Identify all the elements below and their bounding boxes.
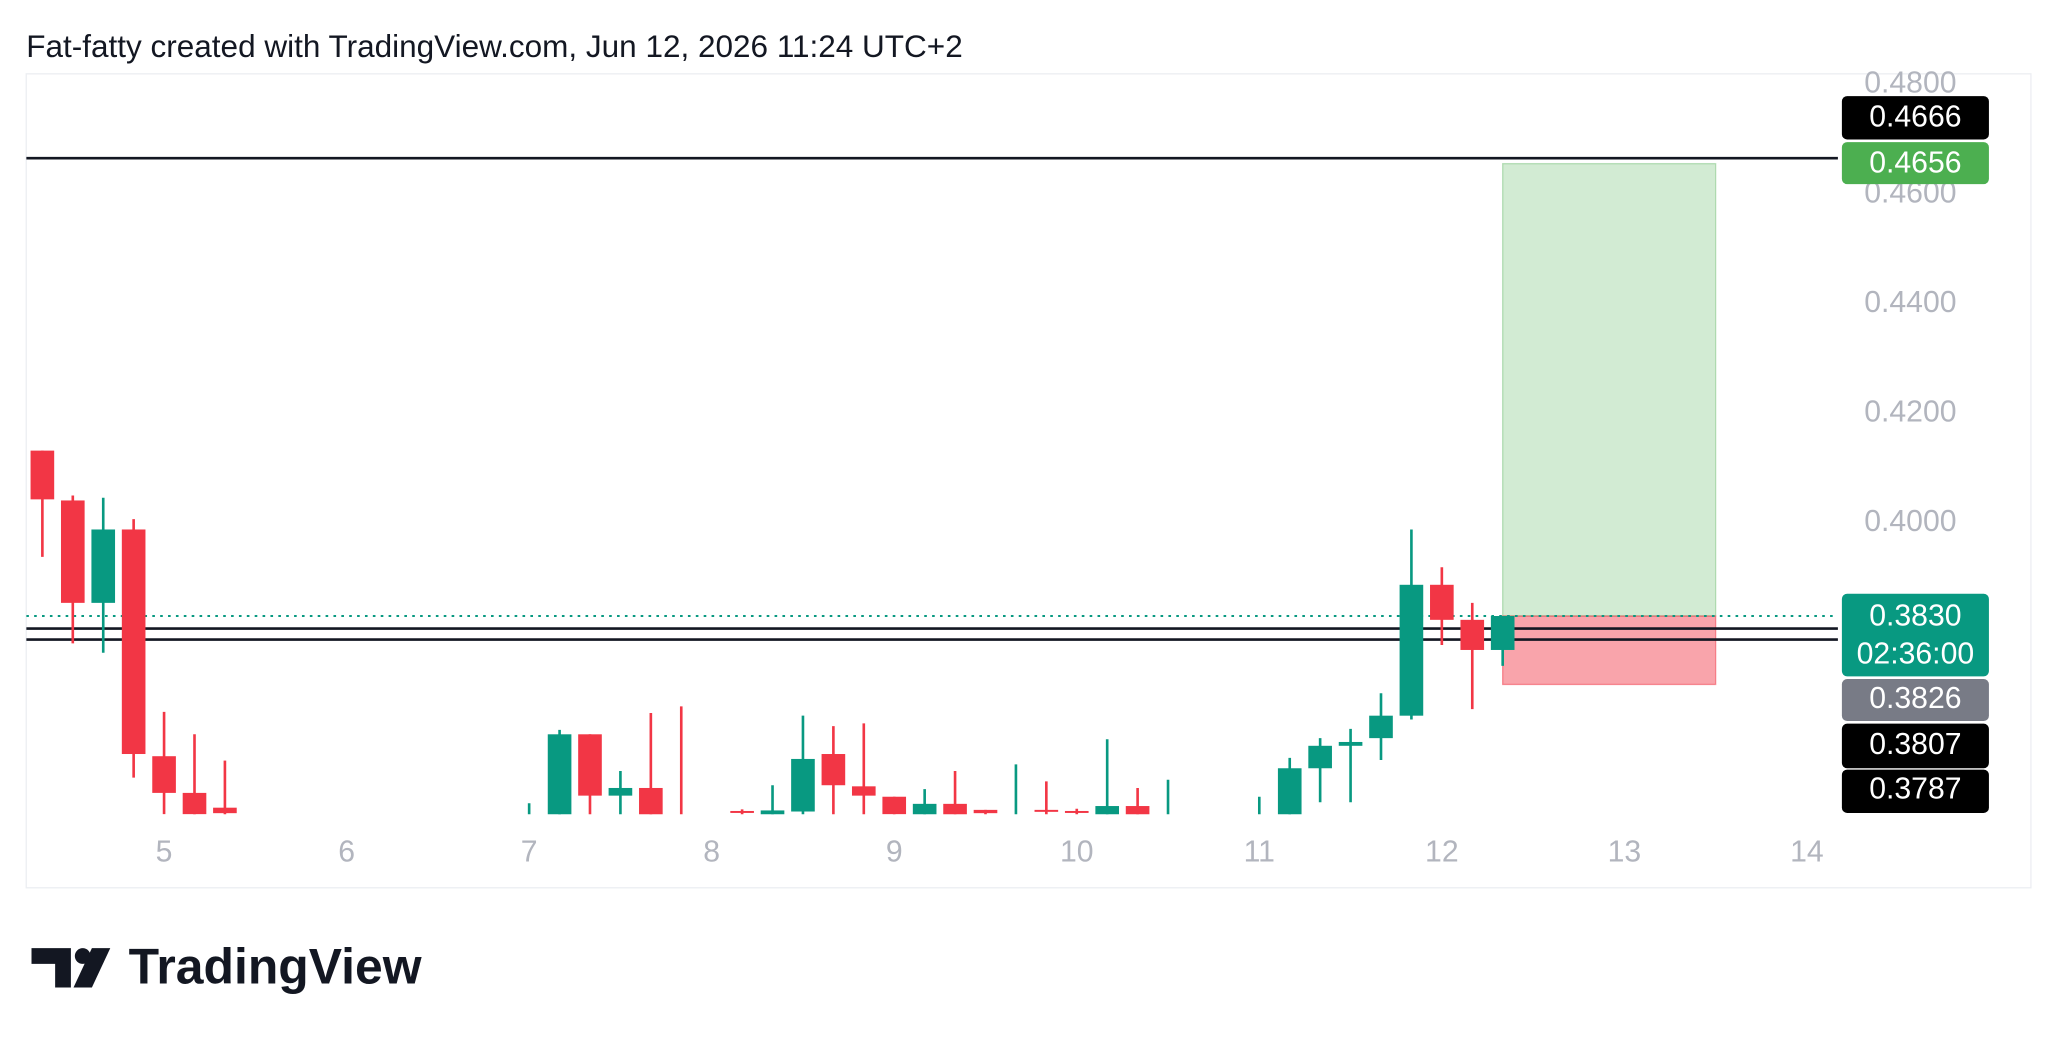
marker-price-box (1841, 679, 1989, 722)
candle-body (578, 734, 602, 796)
candle-body (1460, 619, 1485, 650)
x-tick-label: 10 (1060, 836, 1094, 869)
candle-body (1490, 616, 1515, 650)
candle-body (182, 792, 207, 815)
candle-body (851, 786, 876, 796)
candle-body (1430, 584, 1454, 620)
candle-body (1338, 741, 1363, 746)
chart-title: Fat-fatty created with TradingView.com, … (26, 28, 962, 64)
last-price-label: 0.3830 (1869, 599, 1961, 632)
target-label: 0.4656 (1869, 146, 1961, 179)
candle-body (30, 450, 55, 500)
plot-area (26, 156, 1838, 826)
candle-body (547, 734, 572, 815)
y-tick-label: 0.4000 (1864, 505, 1956, 538)
candle-body (730, 810, 754, 813)
y-tick-label: 0.4800 (1864, 67, 1956, 100)
position-stop-zone (1502, 615, 1717, 686)
hline-label: 0.3807 (1869, 728, 1961, 761)
candle-body (517, 816, 541, 819)
marker-price-label: 0.3826 (1869, 682, 1961, 715)
brand-logo (31, 948, 111, 988)
x-tick-label: 12 (1425, 836, 1459, 869)
countdown-label: 02:36:00 (1857, 637, 1975, 670)
x-tick-label: 11 (1244, 836, 1275, 869)
candle-body (791, 758, 815, 812)
target-label-box (1841, 142, 1989, 185)
position-target-zone (1502, 162, 1717, 617)
hline-label: 0.3787 (1869, 773, 1961, 806)
x-tick-label: 13 (1608, 836, 1642, 869)
hline-label: 0.4666 (1869, 100, 1961, 133)
hline-label-box (1841, 723, 1989, 769)
hline-label-box (1841, 769, 1989, 813)
candle-body (152, 756, 176, 793)
candle-body (669, 824, 693, 826)
x-tick-label: 5 (156, 836, 173, 869)
x-tick-label: 9 (886, 836, 903, 869)
candle-body (882, 796, 907, 815)
x-tick-label: 14 (1790, 836, 1824, 869)
candle-body (1247, 815, 1271, 817)
candle-body (60, 500, 85, 603)
candle-body (1399, 584, 1424, 716)
candle-body (121, 529, 146, 755)
candle-body (1064, 810, 1089, 813)
y-tick-label: 0.4200 (1864, 395, 1956, 428)
y-tick-label: 0.4400 (1864, 286, 1956, 319)
candle-body (1156, 815, 1180, 817)
candle-body (760, 810, 785, 815)
candle-body (1369, 715, 1393, 739)
candle-body (213, 807, 237, 814)
last-price-box (1841, 593, 1989, 677)
hline-label-box (1841, 96, 1989, 140)
candle-body (1095, 806, 1120, 815)
candle-body (973, 809, 998, 814)
candle-body (1125, 806, 1150, 815)
candle-body (1308, 745, 1332, 769)
x-tick-label: 6 (338, 836, 355, 869)
plot-border (25, 73, 2032, 889)
candle-body (608, 787, 633, 796)
candle-body (91, 529, 116, 603)
candle-body (943, 803, 967, 815)
candle-body (1277, 768, 1302, 815)
brand-name: TradingView (129, 939, 422, 995)
candle-body (1004, 815, 1028, 817)
candle-body (912, 803, 937, 815)
candle-body (1034, 809, 1059, 812)
candle-body (639, 787, 663, 815)
x-tick-label: 8 (703, 836, 720, 869)
candle-body (821, 754, 846, 786)
x-tick-label: 7 (521, 836, 538, 869)
